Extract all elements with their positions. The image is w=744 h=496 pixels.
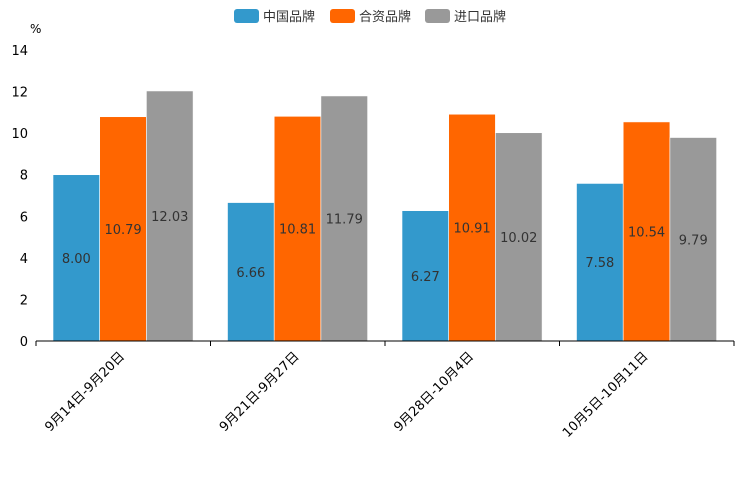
y-tick-label: 8	[20, 169, 28, 184]
bar-data-label: 10.91	[453, 222, 490, 237]
bar-data-label: 10.54	[628, 225, 665, 240]
bar-data-label: 7.58	[585, 256, 614, 271]
y-axis: 0 2 4 6 8 10 12 14	[11, 44, 28, 350]
y-tick-label: 2	[20, 293, 28, 308]
legend: 中国品牌 合资品牌 进口品牌	[234, 9, 506, 25]
bar	[99, 116, 147, 342]
legend-label: 合资品牌	[359, 9, 411, 25]
y-tick-label: 0	[20, 335, 28, 350]
y-tick-label: 12	[11, 86, 28, 101]
bar-data-label: 6.66	[236, 266, 265, 281]
bar	[320, 95, 368, 342]
x-tick-label: 10月5日-10月11日	[560, 349, 652, 441]
bar	[448, 113, 496, 342]
bar	[227, 202, 275, 342]
legend-label: 中国品牌	[263, 9, 315, 25]
bar-data-label: 10.79	[104, 223, 141, 238]
legend-swatch	[425, 9, 450, 23]
bar-data-label: 10.02	[500, 231, 537, 246]
y-tick-label: 6	[20, 210, 28, 225]
bar	[576, 183, 624, 342]
x-tick-label: 9月14日-9月20日	[42, 349, 128, 435]
legend-swatch	[234, 9, 259, 23]
bar	[669, 137, 717, 342]
y-tick-label: 14	[11, 44, 28, 59]
y-axis-unit-label: %	[30, 22, 41, 36]
x-tick-label: 9月21日-9月27日	[217, 349, 303, 435]
bars: 8.00 10.79 12.03 6.66 10.81 11.79 6.27 10.91 10.…	[52, 90, 717, 342]
bar	[273, 116, 322, 342]
x-axis: 9月14日-9月20日 9月21日-9月27日 9月28日-10月4日 10月5日-1…	[35, 340, 735, 441]
bar-data-label: 9.79	[679, 233, 708, 248]
bar-data-label: 12.03	[151, 210, 188, 225]
bar	[146, 90, 194, 342]
y-tick-label: 10	[11, 127, 28, 142]
bar-data-label: 8.00	[62, 252, 91, 267]
legend-swatch	[330, 9, 355, 23]
bar-data-label: 11.79	[326, 212, 363, 227]
bar-data-label: 6.27	[411, 270, 440, 285]
x-tick-label: 9月28日-10月4日	[391, 349, 477, 435]
legend-label: 进口品牌	[454, 9, 506, 25]
y-tick-label: 4	[20, 252, 28, 267]
bar	[52, 174, 101, 342]
bar-data-label: 10.81	[279, 223, 316, 238]
